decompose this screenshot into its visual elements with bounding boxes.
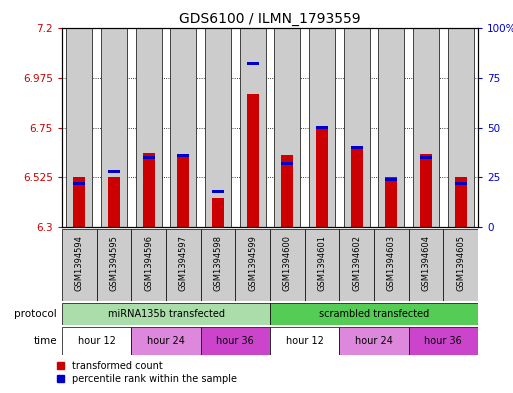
Text: hour 36: hour 36 <box>424 336 462 346</box>
Bar <box>201 327 270 355</box>
Text: GSM1394603: GSM1394603 <box>387 235 396 291</box>
Text: miRNA135b transfected: miRNA135b transfected <box>108 309 225 319</box>
Bar <box>413 28 439 227</box>
Bar <box>235 229 270 301</box>
Bar <box>455 177 467 227</box>
Bar <box>350 146 363 149</box>
Bar <box>270 303 478 325</box>
Text: GSM1394595: GSM1394595 <box>109 235 119 291</box>
Text: time: time <box>33 336 57 346</box>
Text: hour 24: hour 24 <box>355 336 393 346</box>
Bar <box>420 154 432 227</box>
Bar <box>143 156 155 159</box>
Text: GSM1394594: GSM1394594 <box>75 235 84 291</box>
Bar <box>177 155 189 227</box>
Bar <box>420 156 432 159</box>
Bar <box>344 28 370 227</box>
Bar <box>131 229 166 301</box>
Bar <box>108 177 120 227</box>
Bar <box>281 155 293 227</box>
Text: GSM1394605: GSM1394605 <box>456 235 465 291</box>
Bar <box>170 28 196 227</box>
Bar <box>62 303 270 325</box>
Bar <box>201 229 235 301</box>
Bar <box>374 229 409 301</box>
Bar <box>108 170 120 173</box>
Bar <box>131 327 201 355</box>
Text: hour 12: hour 12 <box>286 336 324 346</box>
Bar <box>73 177 85 227</box>
Bar <box>385 178 398 181</box>
Bar <box>166 229 201 301</box>
Title: GDS6100 / ILMN_1793559: GDS6100 / ILMN_1793559 <box>179 11 361 26</box>
Text: hour 24: hour 24 <box>147 336 185 346</box>
Bar <box>409 327 478 355</box>
Bar <box>385 177 398 227</box>
Legend: transformed count, percentile rank within the sample: transformed count, percentile rank withi… <box>56 361 237 384</box>
Text: GSM1394602: GSM1394602 <box>352 235 361 291</box>
Bar <box>212 198 224 227</box>
Text: GSM1394598: GSM1394598 <box>213 235 223 291</box>
Bar <box>281 162 293 165</box>
Bar <box>66 28 92 227</box>
Text: hour 12: hour 12 <box>78 336 115 346</box>
Text: GSM1394597: GSM1394597 <box>179 235 188 291</box>
Text: hour 36: hour 36 <box>216 336 254 346</box>
Bar <box>305 229 339 301</box>
Text: GSM1394604: GSM1394604 <box>422 235 430 291</box>
Bar <box>240 28 266 227</box>
Bar <box>62 327 131 355</box>
Text: scrambled transfected: scrambled transfected <box>319 309 429 319</box>
Bar <box>96 229 131 301</box>
Bar <box>443 229 478 301</box>
Bar <box>73 182 85 185</box>
Bar <box>378 28 404 227</box>
Bar <box>101 28 127 227</box>
Text: GSM1394599: GSM1394599 <box>248 235 257 291</box>
Bar <box>247 62 259 65</box>
Bar <box>309 28 335 227</box>
Bar <box>270 327 339 355</box>
Bar <box>135 28 162 227</box>
Bar <box>455 182 467 185</box>
Bar <box>143 153 155 227</box>
Bar <box>62 229 96 301</box>
Bar <box>205 28 231 227</box>
Bar <box>409 229 443 301</box>
Bar <box>212 190 224 193</box>
Text: GSM1394600: GSM1394600 <box>283 235 292 291</box>
Bar <box>316 128 328 227</box>
Text: GSM1394596: GSM1394596 <box>144 235 153 291</box>
Text: protocol: protocol <box>14 309 57 319</box>
Bar <box>316 126 328 129</box>
Bar <box>448 28 473 227</box>
Bar <box>177 154 189 157</box>
Bar <box>339 327 409 355</box>
Bar <box>274 28 300 227</box>
Bar <box>270 229 305 301</box>
Bar <box>247 94 259 227</box>
Bar <box>339 229 374 301</box>
Bar <box>350 147 363 227</box>
Text: GSM1394601: GSM1394601 <box>318 235 326 291</box>
